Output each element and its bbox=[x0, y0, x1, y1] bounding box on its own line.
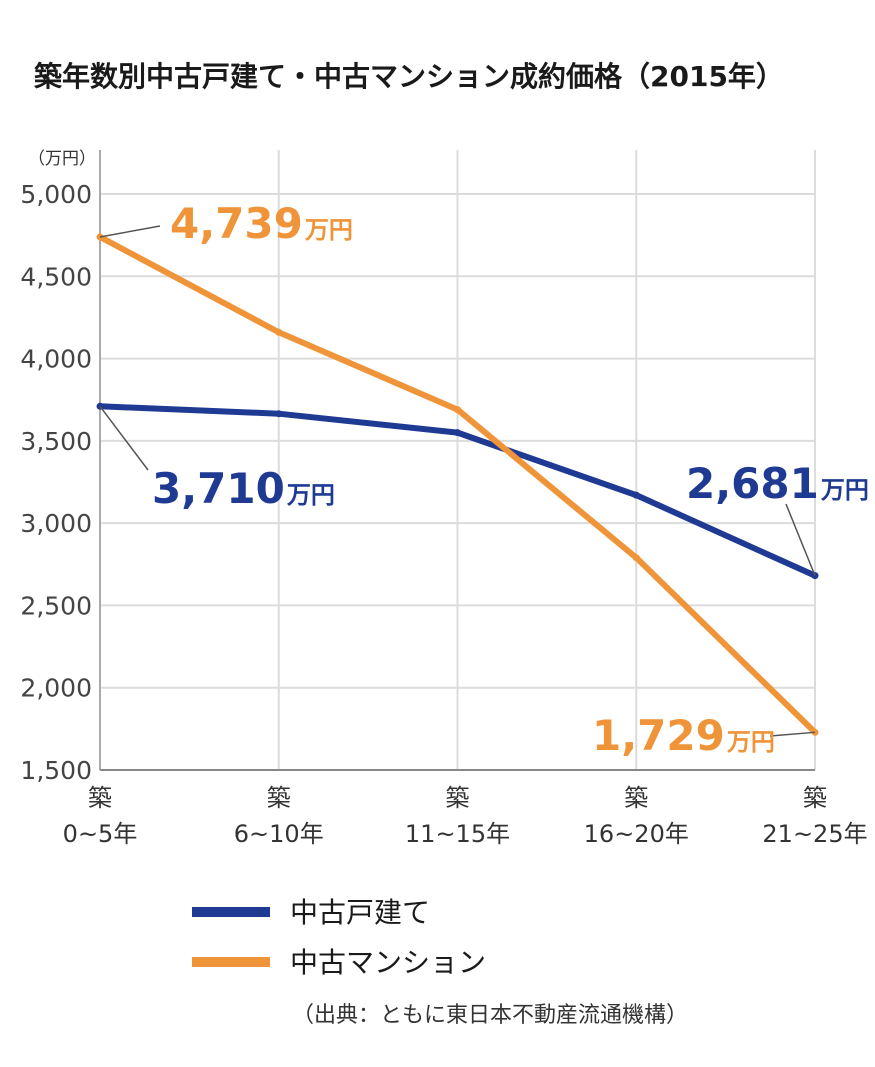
y-tick-label: 5,000 bbox=[20, 180, 92, 209]
annotation-leader bbox=[99, 225, 161, 238]
x-tick-label: 16~20年 bbox=[584, 820, 689, 848]
legend-label: 中古マンション bbox=[290, 946, 486, 979]
annotation-value: 1,729 bbox=[592, 711, 725, 760]
x-tick-label: 6~10年 bbox=[234, 820, 324, 848]
x-tick-label-prefix: 築 bbox=[267, 784, 291, 812]
legend-label: 中古戸建て bbox=[290, 896, 430, 929]
x-tick-label-prefix: 築 bbox=[88, 784, 112, 812]
y-tick-label: 1,500 bbox=[20, 756, 92, 785]
data-point bbox=[632, 491, 640, 499]
y-tick-label: 2,500 bbox=[20, 591, 92, 620]
x-tick-label: 0~5年 bbox=[63, 820, 138, 848]
x-tick-label-prefix: 築 bbox=[803, 784, 827, 812]
data-point bbox=[632, 554, 640, 562]
x-tick-label-prefix: 築 bbox=[624, 784, 648, 812]
annotation-value: 3,710 bbox=[152, 464, 285, 513]
x-tick-label-prefix: 築 bbox=[446, 784, 470, 812]
annotation-value: 2,681 bbox=[686, 459, 819, 508]
annotation-value: 4,739 bbox=[170, 199, 303, 248]
data-point bbox=[275, 328, 283, 336]
data-point bbox=[454, 406, 461, 414]
y-tick-label: 3,500 bbox=[20, 427, 92, 456]
annotation-unit: 万円 bbox=[305, 216, 353, 244]
x-tick-label: 21~25年 bbox=[762, 820, 867, 848]
source-note: （出典：ともに東日本不動産流通機構） bbox=[292, 1003, 688, 1028]
x-tick-label: 11~15年 bbox=[405, 820, 510, 848]
annotation-leader bbox=[769, 731, 816, 737]
annotation-unit: 万円 bbox=[821, 476, 869, 504]
annotation-leader bbox=[99, 405, 149, 471]
annotation-label: 2,681万円 bbox=[686, 459, 869, 508]
annotation-unit: 万円 bbox=[287, 481, 335, 509]
y-tick-label: 2,000 bbox=[20, 674, 92, 703]
data-point bbox=[454, 429, 461, 437]
chart-title: 築年数別中古戸建て・中古マンション成約価格（2015年） bbox=[33, 60, 784, 93]
annotation-unit: 万円 bbox=[727, 728, 775, 756]
y-tick-label: 3,000 bbox=[20, 509, 92, 538]
annotation-label: 3,710万円 bbox=[152, 464, 335, 513]
data-point bbox=[275, 410, 283, 418]
y-tick-label: 4,500 bbox=[20, 262, 92, 291]
annotation-label: 4,739万円 bbox=[170, 199, 353, 248]
grid bbox=[99, 150, 816, 770]
y-axis-unit: （万円） bbox=[28, 149, 96, 169]
y-tick-labels: 5,000 4,500 4,000 3,500 3,000 2,500 2,000 1,500 bbox=[20, 180, 92, 785]
y-tick-label: 4,000 bbox=[20, 345, 92, 374]
axes bbox=[99, 150, 815, 771]
annotation-label: 1,729万円 bbox=[592, 711, 775, 760]
annotation-leader bbox=[785, 503, 816, 576]
